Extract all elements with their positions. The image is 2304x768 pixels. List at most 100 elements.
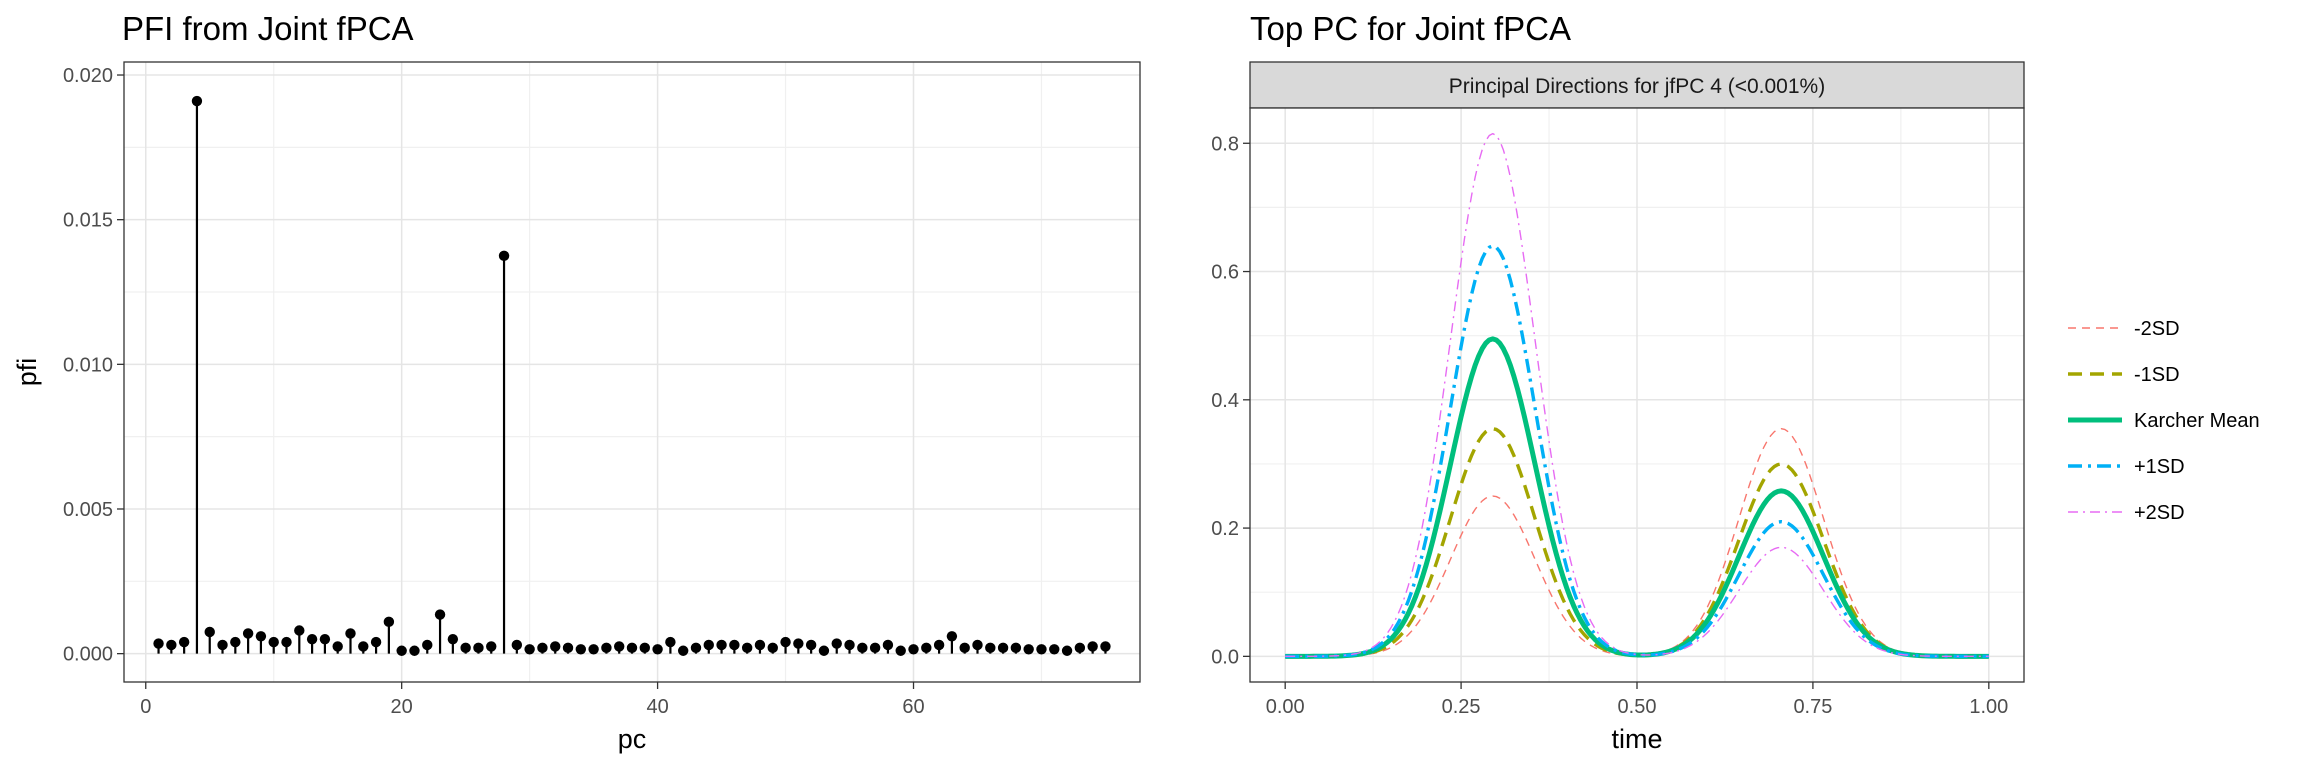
lollipop-point bbox=[178, 636, 190, 648]
left-y-axis-ticks: 0.000 0.005 0.010 0.015 0.020 bbox=[63, 65, 124, 666]
lollipop-point bbox=[946, 631, 958, 642]
legend-label: +1SD bbox=[2134, 456, 2185, 478]
lollipop-point bbox=[601, 642, 612, 654]
right-x-tick-label: 0.00 bbox=[1266, 696, 1305, 718]
lollipop-point bbox=[626, 642, 638, 654]
lollipop-point bbox=[281, 636, 292, 648]
lollipop-point bbox=[703, 639, 714, 651]
right-x-tick-label: 0.25 bbox=[1442, 696, 1481, 718]
right-y-tick-label: 0.4 bbox=[1211, 390, 1239, 412]
lollipop-point bbox=[242, 628, 254, 639]
right-y-tick-label: 0.6 bbox=[1211, 262, 1239, 284]
lollipop-point bbox=[997, 642, 1009, 654]
lollipop-point bbox=[575, 644, 587, 655]
lollipop-point bbox=[908, 644, 919, 655]
lollipop-point bbox=[1100, 641, 1111, 652]
lollipop-point bbox=[818, 645, 830, 656]
lollipop-point bbox=[882, 639, 894, 651]
series-line-karcher-mean bbox=[1285, 336, 1989, 659]
left-y-tick-label: 0.005 bbox=[63, 499, 113, 521]
lollipop-point bbox=[716, 639, 727, 651]
left-y-tick-label: 0.020 bbox=[63, 65, 113, 87]
lollipop-point bbox=[805, 639, 817, 651]
lollipop-point bbox=[665, 636, 676, 648]
facet-strip bbox=[1249, 61, 2025, 109]
left-x-tick-label: 40 bbox=[646, 696, 668, 718]
lollipop-point bbox=[268, 636, 279, 648]
left-chart-title: PFI from Joint fPCA bbox=[122, 10, 414, 47]
lollipop-point bbox=[959, 642, 970, 654]
lollipop-point bbox=[562, 642, 574, 654]
lollipop-point bbox=[486, 641, 497, 652]
lollipop-point bbox=[166, 639, 177, 651]
lollipop-point bbox=[588, 644, 599, 655]
right-x-tick-label: 1.00 bbox=[1969, 696, 2008, 718]
left-y-tick-label: 0.000 bbox=[63, 644, 113, 666]
legend: -2SD -1SD Karcher Mean +1SD +2SD bbox=[2068, 318, 2260, 524]
lollipop-point bbox=[345, 628, 356, 639]
lollipop-point bbox=[754, 639, 766, 651]
facet-strip-label: Principal Directions for jfPC 4 (<0.001%… bbox=[1449, 75, 1825, 98]
lollipop-point bbox=[217, 639, 228, 651]
lollipop-point bbox=[1010, 642, 1022, 654]
lollipop-point bbox=[294, 625, 305, 636]
legend-label: -1SD bbox=[2134, 364, 2180, 386]
lollipop-point bbox=[153, 638, 164, 649]
lollipop-point bbox=[1036, 644, 1047, 655]
left-x-axis-ticks: 0 20 40 60 bbox=[140, 682, 925, 718]
lollipop-point bbox=[511, 639, 523, 651]
lollipop-point bbox=[972, 639, 983, 651]
lollipop-point bbox=[1087, 641, 1098, 652]
legend-label: +2SD bbox=[2134, 502, 2185, 524]
right-x-tick-label: 0.50 bbox=[1618, 696, 1657, 718]
lollipop-point bbox=[396, 645, 407, 656]
left-x-tick-label: 0 bbox=[140, 696, 151, 718]
lollipop-point bbox=[985, 642, 996, 654]
lollipop-point bbox=[793, 638, 804, 649]
left-x-tick-label: 20 bbox=[391, 696, 413, 718]
lollipop-point bbox=[358, 641, 369, 652]
left-y-axis-label: pfi bbox=[12, 358, 42, 387]
lollipop-point bbox=[1074, 642, 1086, 654]
legend-label: Karcher Mean bbox=[2134, 410, 2260, 432]
lollipop-point bbox=[191, 95, 203, 107]
right-chart-title: Top PC for Joint fPCA bbox=[1250, 10, 1571, 47]
lollipop-point bbox=[895, 645, 906, 656]
lollipop-point bbox=[869, 642, 881, 654]
lollipop-point bbox=[921, 642, 932, 654]
lollipop-point bbox=[780, 636, 791, 648]
lollipop-point bbox=[537, 642, 548, 654]
principal-directions-line-chart: Top PC for Joint fPCA Principal Directio… bbox=[1211, 10, 2025, 754]
lollipop-point bbox=[729, 639, 740, 651]
right-y-tick-label: 0.2 bbox=[1211, 518, 1239, 540]
lollipop-point bbox=[652, 644, 663, 655]
lollipop-point bbox=[933, 639, 945, 651]
pfi-lollipop-chart: PFI from Joint fPCA 0 20 40 60 0.000 0.005 0.… bbox=[12, 10, 1141, 754]
left-lollipops bbox=[153, 95, 1111, 656]
lollipop-point bbox=[306, 633, 318, 645]
right-y-axis-ticks: 0.0 0.2 0.4 0.6 0.8 bbox=[1211, 133, 1250, 668]
left-panel-border bbox=[123, 61, 1141, 683]
left-y-tick-label: 0.015 bbox=[63, 210, 113, 232]
lollipop-point bbox=[741, 642, 753, 654]
lollipop-point bbox=[550, 641, 561, 652]
lollipop-point bbox=[434, 609, 446, 620]
left-x-tick-label: 60 bbox=[902, 696, 924, 718]
lollipop-point bbox=[1049, 644, 1060, 655]
lollipop-point bbox=[524, 644, 535, 655]
lollipop-point bbox=[639, 642, 650, 654]
lollipop-point bbox=[204, 626, 215, 638]
lollipop-point bbox=[677, 645, 689, 656]
right-gridlines bbox=[1250, 108, 2024, 682]
lollipop-point bbox=[844, 639, 855, 651]
lollipop-point bbox=[1023, 644, 1034, 655]
lollipop-point bbox=[332, 641, 343, 652]
lollipop-point bbox=[383, 616, 395, 628]
lollipop-point bbox=[498, 250, 510, 262]
lollipop-point bbox=[460, 642, 471, 654]
right-x-tick-label: 0.75 bbox=[1793, 696, 1832, 718]
lollipop-point bbox=[422, 639, 433, 651]
lollipop-point bbox=[1061, 645, 1073, 656]
left-plot-area bbox=[124, 62, 1140, 682]
